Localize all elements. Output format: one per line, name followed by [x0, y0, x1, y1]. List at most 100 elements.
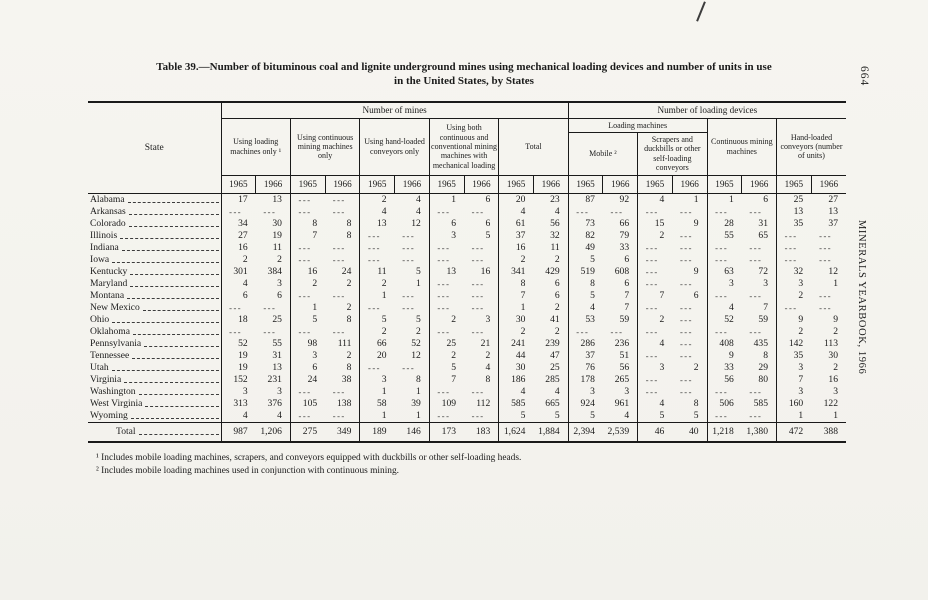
- value-cell: 34: [220, 217, 256, 230]
- value-cell: 506: [706, 397, 742, 410]
- value-cell: 53: [567, 313, 603, 326]
- table-row: Tennessee 19 31 3 2 20 12 2 2 44 47 37 51 --- --- 9 8 35 3…: [88, 349, 846, 362]
- value-cell: 1: [359, 289, 395, 302]
- state-name: Ohio: [88, 314, 221, 326]
- value-cell: 17: [220, 193, 256, 206]
- value-cell: 8: [498, 277, 534, 290]
- value-cell: 3: [567, 385, 603, 398]
- value-cell: ---: [637, 253, 673, 266]
- value-cell: 6: [624, 254, 630, 266]
- value-cell: 29: [758, 362, 768, 374]
- value-cell: 186: [498, 373, 534, 386]
- year-header: 1966: [671, 175, 708, 194]
- value-cell: 585: [498, 397, 534, 410]
- value-cell: 3: [289, 349, 326, 362]
- side-page-number: 664: [858, 66, 870, 87]
- value-cell: 8: [693, 398, 699, 410]
- value-cell: 7: [498, 289, 534, 302]
- value-cell: 9: [776, 313, 812, 326]
- value-cell: 38: [341, 374, 352, 386]
- value-cell: 987: [220, 421, 256, 442]
- value-cell: ---: [749, 290, 763, 301]
- value-cell: ---: [679, 386, 693, 397]
- value-cell: 2: [428, 313, 465, 326]
- value-cell: ---: [428, 289, 465, 302]
- value-cell: 52: [220, 337, 256, 350]
- dash-leader: [142, 310, 219, 312]
- value-cell: ---: [332, 410, 346, 421]
- col-header-hand-loaded-only: Using hand-loaded conveyors only: [359, 118, 430, 176]
- value-cell: 2: [277, 254, 282, 266]
- value-cell: 87: [567, 193, 603, 206]
- dash-leader: [111, 370, 219, 372]
- value-cell: 313: [220, 397, 256, 410]
- col-header-mobile: Mobile ²: [567, 132, 638, 176]
- table-row: Illinois 27 19 7 8 --- --- 3 5 37 32 82 79 2 --- 55 65 --…: [88, 229, 846, 242]
- value-cell: 76: [567, 361, 603, 374]
- value-cell: ---: [471, 254, 485, 265]
- group-header-row: State Number of mines Number of loading …: [88, 101, 846, 194]
- value-cell: 2: [554, 326, 560, 338]
- value-cell: 9: [693, 266, 699, 278]
- value-cell: 46: [637, 421, 673, 442]
- value-cell: 8: [567, 277, 603, 290]
- value-cell: ---: [402, 362, 416, 373]
- col-header-total-mines: Total: [498, 118, 569, 176]
- dash-leader: [112, 322, 219, 324]
- footnote-2: ² Includes mobile loading machines used …: [96, 465, 400, 476]
- value-cell: 178: [567, 373, 603, 386]
- value-cell: 66: [619, 218, 630, 230]
- state-name: Wyoming: [88, 410, 221, 423]
- value-cell: 11: [272, 242, 282, 254]
- group-header-loading-machines: Loading machines: [567, 118, 708, 134]
- value-cell: 24: [341, 266, 352, 278]
- value-cell: 47: [550, 350, 560, 362]
- value-cell: 61: [498, 217, 534, 230]
- value-cell: 18: [220, 313, 256, 326]
- value-cell: 472: [776, 421, 812, 442]
- value-cell: 4: [554, 206, 560, 218]
- value-cell: 6: [554, 290, 560, 302]
- state-name: Pennsylvania: [88, 338, 221, 350]
- value-cell: 32: [776, 265, 812, 278]
- table-row: Washington 3 3 --- --- 1 1 --- --- 4 4 3 3 --- --- --- -…: [88, 385, 846, 398]
- value-cell: 388: [811, 421, 846, 442]
- state-name: New Mexico: [88, 302, 221, 314]
- value-cell: 1: [833, 410, 838, 422]
- value-cell: ---: [332, 194, 346, 205]
- value-cell: 1: [416, 386, 421, 398]
- value-cell: ---: [289, 205, 326, 218]
- value-cell: 24: [289, 373, 326, 386]
- value-cell: 3: [428, 229, 465, 242]
- value-cell: 12: [411, 350, 421, 362]
- data-table: State Number of mines Number of loading …: [88, 100, 846, 443]
- value-cell: ---: [679, 326, 693, 337]
- year-header: 1966: [602, 175, 638, 194]
- value-cell: ---: [402, 290, 416, 301]
- value-cell: 80: [758, 374, 768, 386]
- value-cell: 4: [277, 410, 282, 422]
- value-cell: 5: [359, 313, 395, 326]
- value-cell: 30: [272, 218, 282, 230]
- value-cell: ---: [610, 206, 624, 217]
- value-cell: 19: [220, 361, 256, 374]
- value-cell: 3: [277, 386, 282, 398]
- value-cell: 6: [485, 218, 491, 230]
- value-cell: 4: [220, 277, 256, 290]
- value-cell: ---: [610, 326, 624, 337]
- value-cell: ---: [402, 242, 416, 253]
- value-cell: 961: [614, 398, 630, 410]
- value-cell: 1,624: [498, 421, 534, 442]
- value-cell: 30: [498, 313, 534, 326]
- dash-leader: [145, 406, 219, 408]
- value-cell: 3: [763, 278, 768, 290]
- value-cell: 4: [498, 385, 534, 398]
- value-cell: ---: [332, 206, 346, 217]
- value-cell: 12: [828, 266, 838, 278]
- table-row: Virginia 152 231 24 38 3 8 7 8 186 285 178 265 --- ---…: [88, 373, 846, 386]
- value-cell: 4: [637, 193, 673, 206]
- value-cell: ---: [679, 230, 693, 241]
- value-cell: 285: [545, 374, 560, 386]
- value-cell: 341: [498, 265, 534, 278]
- col-header-scrapers: Scrapers and duckbills or other self-loa…: [637, 132, 708, 176]
